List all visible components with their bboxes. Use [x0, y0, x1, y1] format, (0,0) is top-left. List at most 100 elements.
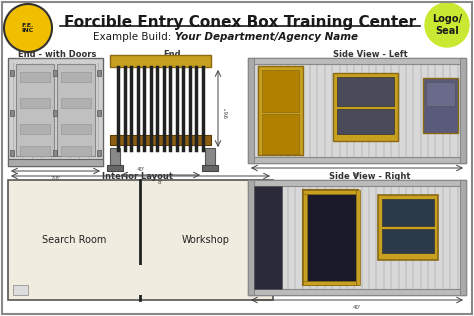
Bar	[16, 64, 54, 156]
Bar	[303, 281, 356, 285]
Bar	[331, 182, 333, 289]
Bar	[202, 165, 218, 171]
Bar	[262, 70, 299, 112]
Bar	[61, 72, 91, 82]
Bar	[20, 124, 50, 134]
Bar	[317, 182, 319, 289]
Bar	[107, 165, 123, 171]
Bar	[8, 58, 103, 166]
Bar	[57, 64, 95, 156]
Bar	[412, 182, 414, 289]
Bar	[301, 182, 304, 289]
Bar	[280, 182, 282, 289]
Bar	[205, 148, 215, 170]
Bar	[248, 58, 466, 163]
Bar	[405, 182, 407, 289]
Bar	[324, 60, 326, 157]
Bar	[337, 109, 394, 134]
Bar	[258, 66, 303, 155]
Bar	[338, 182, 340, 289]
Text: 9'6": 9'6"	[225, 106, 230, 118]
Bar	[280, 60, 282, 157]
Bar	[61, 124, 91, 134]
Bar	[383, 182, 385, 289]
Bar	[248, 157, 466, 163]
Text: Workshop: Workshop	[182, 235, 230, 245]
Bar	[97, 110, 101, 116]
Bar	[361, 182, 363, 289]
Bar	[338, 60, 340, 157]
Bar	[303, 190, 356, 194]
Bar	[303, 190, 307, 285]
Text: End - with Doors: End - with Doors	[18, 50, 96, 59]
Bar	[139, 265, 142, 295]
Bar	[382, 199, 434, 226]
Bar	[10, 150, 14, 156]
Bar	[390, 182, 392, 289]
Text: Example Build:: Example Build:	[93, 32, 175, 42]
Bar	[449, 60, 451, 157]
Text: 40': 40'	[353, 305, 361, 310]
Bar	[405, 60, 407, 157]
Text: Forcible Entry Conex Box Training Center: Forcible Entry Conex Box Training Center	[64, 15, 416, 30]
Bar	[294, 60, 296, 157]
Bar	[442, 182, 444, 289]
Bar	[110, 148, 120, 170]
Bar	[97, 150, 101, 156]
Bar	[460, 180, 466, 295]
Bar	[254, 186, 282, 289]
Bar	[435, 182, 437, 289]
Bar	[442, 60, 444, 157]
Bar	[464, 182, 466, 289]
Bar	[250, 182, 252, 289]
Bar	[248, 180, 254, 295]
Bar	[248, 180, 466, 186]
Bar	[346, 182, 348, 289]
Bar	[248, 289, 466, 295]
Bar	[287, 182, 289, 289]
Bar	[356, 190, 360, 285]
Bar	[456, 60, 459, 157]
Bar	[262, 114, 299, 154]
Bar	[61, 146, 91, 156]
Bar	[265, 182, 267, 289]
Text: 8': 8'	[158, 180, 163, 185]
Text: Search Room: Search Room	[42, 235, 106, 245]
Bar	[435, 60, 437, 157]
Bar	[333, 73, 398, 141]
Bar	[294, 182, 296, 289]
Bar	[10, 110, 14, 116]
Bar	[456, 182, 459, 289]
Bar	[97, 70, 101, 76]
Bar	[287, 60, 289, 157]
Bar	[426, 82, 455, 106]
Bar	[382, 229, 434, 253]
Text: Side View - Right: Side View - Right	[329, 172, 411, 181]
Bar	[383, 60, 385, 157]
Bar	[10, 70, 14, 76]
Bar	[110, 135, 211, 145]
Bar	[368, 182, 370, 289]
Bar	[412, 60, 414, 157]
Bar	[248, 58, 254, 163]
Bar	[464, 60, 466, 157]
Bar	[337, 77, 394, 106]
Bar	[8, 180, 273, 300]
Circle shape	[4, 4, 52, 52]
Bar	[110, 55, 211, 67]
Bar	[368, 60, 370, 157]
Bar	[257, 60, 259, 157]
Bar	[331, 60, 333, 157]
Text: 40': 40'	[353, 173, 361, 178]
Bar	[20, 72, 50, 82]
Bar	[248, 58, 466, 64]
Text: 40': 40'	[136, 167, 145, 172]
Bar	[419, 60, 422, 157]
Bar	[449, 182, 451, 289]
Text: End: End	[163, 50, 181, 59]
Bar	[317, 60, 319, 157]
Bar	[8, 159, 103, 166]
Bar	[419, 182, 422, 289]
Bar	[460, 58, 466, 163]
Bar	[53, 110, 57, 116]
